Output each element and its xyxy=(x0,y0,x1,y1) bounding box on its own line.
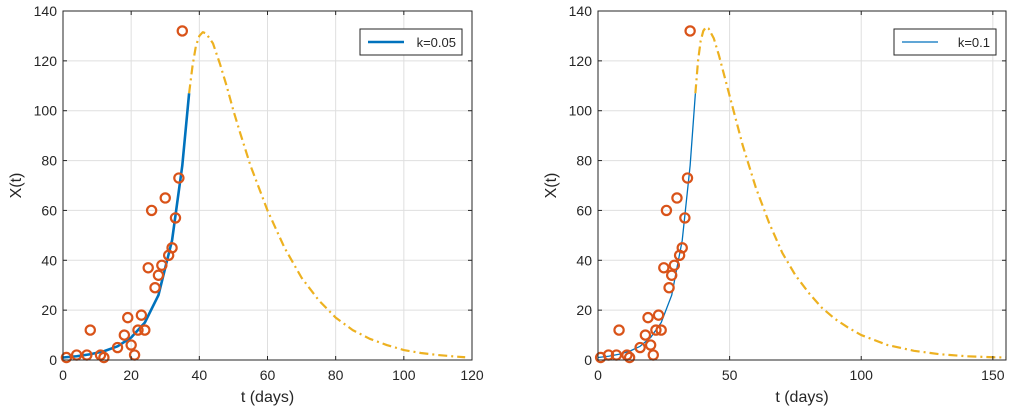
data-point xyxy=(135,309,148,321)
y-tick-label: 100 xyxy=(569,103,593,119)
y-tick-label: 0 xyxy=(584,352,592,368)
y-tick-label: 140 xyxy=(569,3,593,19)
y-axis-label: X(t) xyxy=(543,173,560,199)
data-point xyxy=(166,242,178,254)
data-point xyxy=(684,25,696,37)
x-tick-label: 60 xyxy=(260,367,276,383)
x-tick-label: 120 xyxy=(460,367,484,383)
x-tick-label: 50 xyxy=(722,367,738,383)
data-point xyxy=(98,351,110,364)
chart-panel-1: 0 20 40 60 80 100 120 0 20 40 60 80 100 120 140 t (days… xyxy=(8,3,484,406)
data-point xyxy=(142,262,154,274)
y-tick-label: 120 xyxy=(569,53,593,69)
data-point xyxy=(159,192,171,204)
data-point xyxy=(132,324,144,336)
x-tick-label: 40 xyxy=(192,367,208,383)
data-point xyxy=(681,172,694,184)
data-point xyxy=(650,324,662,336)
data-point xyxy=(663,282,675,294)
y-tick-label: 80 xyxy=(576,153,592,169)
data-point xyxy=(639,329,652,341)
plot-area xyxy=(598,11,1006,360)
data-point xyxy=(658,262,670,274)
data-point xyxy=(122,311,134,324)
data-point xyxy=(111,341,124,354)
model-fit-line xyxy=(597,93,697,359)
data-point xyxy=(644,339,657,351)
data-point xyxy=(668,259,681,271)
y-tick-label: 40 xyxy=(41,252,57,268)
prediction-line xyxy=(694,26,1007,359)
chart-panel-2: 0 50 100 150 0 20 40 60 80 100 120 140 t (days) X(t) k… xyxy=(543,3,1007,406)
data-point xyxy=(176,25,188,37)
y-tick-label: 40 xyxy=(576,252,592,268)
data-point xyxy=(118,329,131,341)
y-tick-label: 100 xyxy=(34,103,58,119)
data-point xyxy=(149,282,161,294)
data-point xyxy=(666,269,678,281)
y-tick-label: 140 xyxy=(34,3,58,19)
prediction-line xyxy=(188,31,466,359)
data-point xyxy=(169,212,182,224)
data-point xyxy=(671,192,683,204)
data-point xyxy=(652,309,665,321)
y-tick-label: 20 xyxy=(576,302,592,318)
axes-frame xyxy=(597,10,1007,361)
y-tick-label: 0 xyxy=(49,352,57,368)
data-point xyxy=(642,311,654,324)
x-tick-label: 100 xyxy=(392,367,416,383)
data-point xyxy=(655,324,667,336)
y-axis-label: X(t) xyxy=(8,173,25,199)
data-point xyxy=(613,324,625,336)
x-tick-label: 100 xyxy=(850,367,874,383)
x-tick-label: 0 xyxy=(594,367,602,383)
data-point xyxy=(173,172,185,184)
data-point xyxy=(676,242,688,254)
data-point xyxy=(634,341,646,354)
x-tick-label: 0 xyxy=(59,367,67,383)
y-tick-label: 60 xyxy=(41,202,57,218)
y-tick-label: 120 xyxy=(34,53,58,69)
y-tick-label: 60 xyxy=(576,202,592,218)
data-point xyxy=(679,212,691,224)
y-tick-label: 80 xyxy=(41,153,57,169)
model-fit-line xyxy=(62,93,191,359)
x-axis-label: t (days) xyxy=(241,389,294,406)
data-point xyxy=(125,339,137,351)
x-tick-label: 80 xyxy=(328,367,344,383)
data-point xyxy=(623,351,636,364)
legend-label: k=0.1 xyxy=(958,35,990,50)
y-tick-label: 20 xyxy=(41,302,57,318)
data-point xyxy=(84,324,96,336)
legend: k=0.1 xyxy=(893,28,997,56)
data-point xyxy=(145,204,158,217)
data-point xyxy=(156,259,168,271)
x-axis-label: t (days) xyxy=(775,389,828,406)
x-tick-label: 20 xyxy=(123,367,139,383)
x-tick-label: 150 xyxy=(981,367,1005,383)
data-point xyxy=(139,324,151,336)
data-point xyxy=(152,269,165,281)
data-point xyxy=(60,351,73,364)
data-point xyxy=(660,204,673,217)
legend-label: k=0.05 xyxy=(417,35,456,50)
legend: k=0.05 xyxy=(359,28,463,56)
